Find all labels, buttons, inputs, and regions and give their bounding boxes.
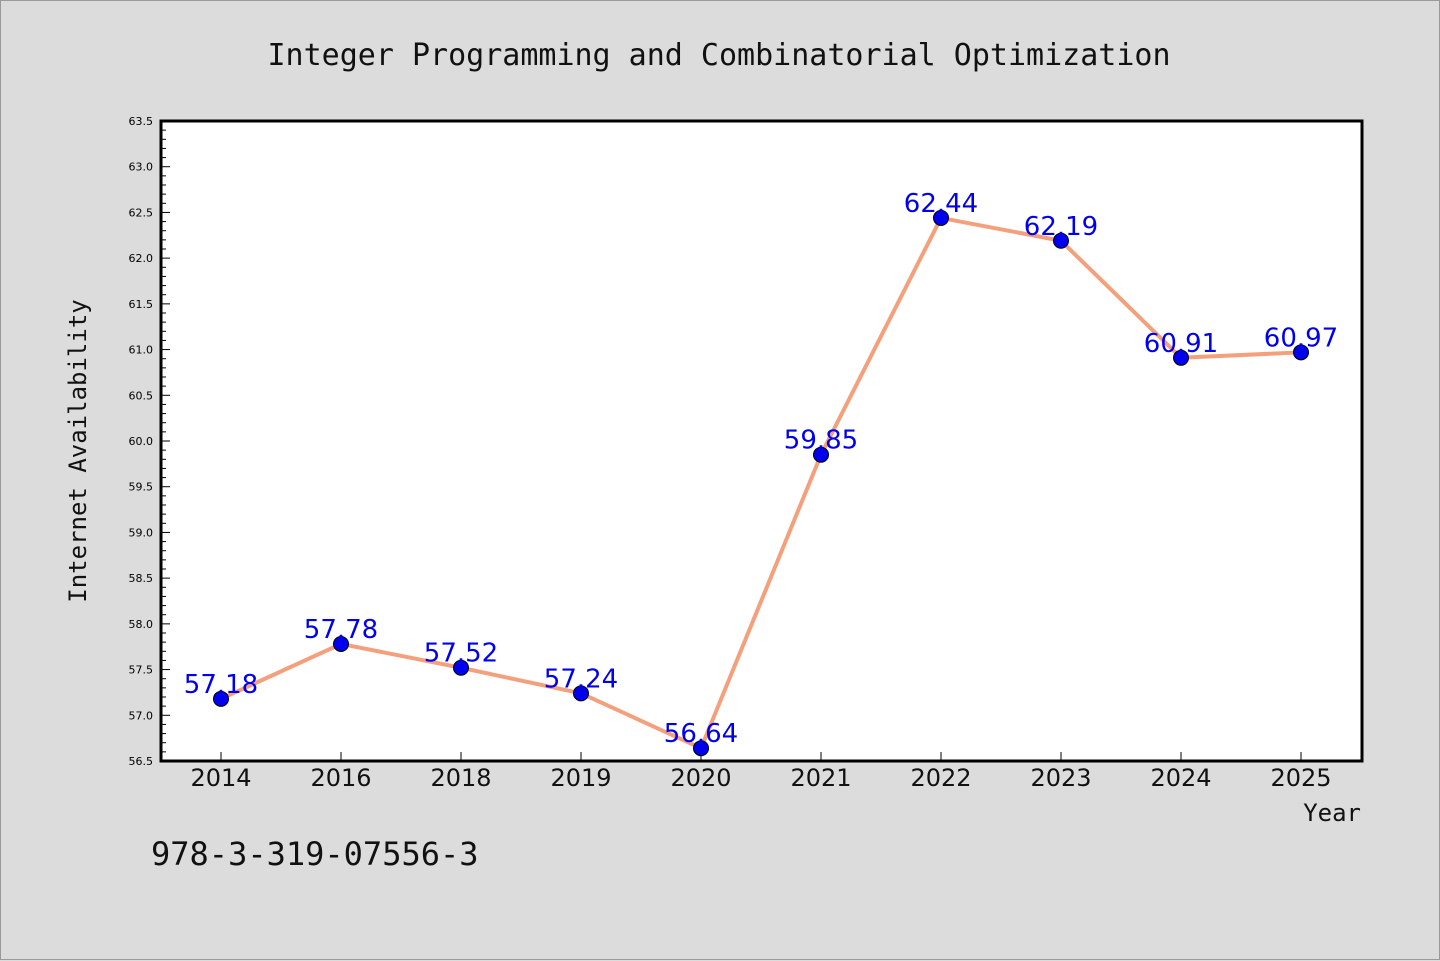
y-tick-label: 63.5 (129, 115, 154, 128)
x-tick-label: 2016 (310, 764, 371, 792)
data-point (453, 659, 469, 676)
x-axis: 2014 2016 2018 2019 2020 2021 2022 2023 2024 2025 (190, 752, 1332, 792)
data-point (1173, 349, 1189, 366)
isbn-footer: 978-3-319-07556-3 (151, 835, 479, 873)
data-point (1293, 344, 1309, 361)
data-label: 56.64 (664, 719, 738, 749)
data-point (813, 446, 829, 463)
data-label: 62.19 (1024, 212, 1098, 242)
x-tick-label: 2019 (550, 764, 611, 792)
y-tick-label: 62.5 (129, 206, 154, 219)
y-tick-label: 59.0 (129, 526, 154, 539)
series-layer: 57.18 57.78 57.52 57.24 56.64 59.85 62.44 62.19… (184, 189, 1338, 757)
plot-area (159, 119, 1364, 763)
data-label: 57.52 (424, 639, 498, 669)
y-tick-label: 61.0 (129, 344, 154, 357)
y-tick-label: 59.5 (129, 481, 154, 494)
y-axis-label: Internet Availability (64, 299, 92, 602)
y-tick-label: 57.0 (129, 709, 154, 722)
y-tick-label: 60.0 (129, 435, 154, 448)
x-tick-label: 2025 (1270, 764, 1331, 792)
data-label: 60.97 (1264, 323, 1338, 353)
data-point (933, 209, 949, 226)
y-tick-label: 62.0 (129, 252, 154, 265)
x-tick-label: 2024 (1150, 764, 1211, 792)
data-point (1053, 232, 1069, 249)
y-tick-label: 60.5 (129, 389, 154, 402)
data-label: 57.24 (544, 664, 618, 694)
y-tick-label: 61.5 (129, 298, 154, 311)
data-point (333, 635, 349, 652)
y-tick-label: 63.0 (129, 161, 154, 174)
series-line (220, 215, 1302, 751)
data-label: 59.85 (784, 426, 858, 456)
y-tick-label: 57.5 (129, 664, 154, 677)
data-label: 60.91 (1144, 329, 1218, 359)
x-tick-label: 2014 (190, 764, 251, 792)
y-tick-label: 56.5 (129, 755, 154, 768)
data-label: 62.44 (904, 189, 978, 219)
x-tick-label: 2022 (910, 764, 971, 792)
x-tick-label: 2023 (1030, 764, 1091, 792)
data-point (573, 685, 589, 702)
data-label: 57.18 (184, 670, 258, 700)
chart-title: Integer Programming and Combinatorial Op… (267, 38, 1170, 73)
data-label: 57.78 (304, 615, 378, 645)
x-tick-label: 2021 (790, 764, 851, 792)
y-tick-label: 58.5 (129, 572, 154, 585)
x-tick-label: 2018 (430, 764, 491, 792)
x-axis-label: Year (1303, 799, 1361, 827)
y-tick-label: 58.0 (129, 618, 154, 631)
y-axis: 56.5 57.0 57.5 58.0 58.5 59.0 59.5 60.0 60.5 61.0… (129, 115, 170, 768)
x-tick-label: 2020 (670, 764, 731, 792)
data-point (213, 690, 229, 707)
data-point (693, 740, 709, 757)
